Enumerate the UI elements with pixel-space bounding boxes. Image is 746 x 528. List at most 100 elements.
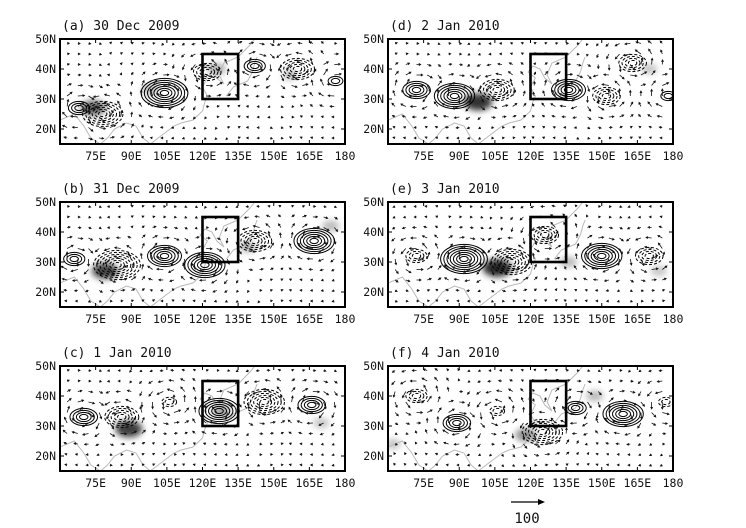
wind-vector — [67, 205, 71, 208]
contour-solid — [605, 402, 641, 426]
contour-solid — [330, 77, 341, 85]
wind-vector — [584, 299, 588, 303]
wind-vector — [152, 299, 156, 302]
wind-vector — [598, 126, 602, 130]
wind-vector — [88, 248, 94, 254]
wind-vector — [299, 115, 303, 118]
target-region-box — [201, 52, 240, 101]
wind-vector — [608, 379, 612, 383]
wind-vector — [490, 412, 495, 421]
wind-vector — [640, 258, 645, 267]
wind-vector — [459, 245, 467, 249]
wind-vector — [109, 279, 117, 283]
wind-vector — [323, 401, 327, 410]
wind-vector — [615, 279, 620, 283]
contour-dashed — [533, 227, 556, 243]
contour-dashed — [250, 237, 260, 245]
wind-vector — [213, 463, 217, 467]
wind-vector — [201, 42, 207, 45]
wind-vector — [247, 402, 251, 410]
wind-vector — [576, 451, 579, 455]
wind-vector — [594, 289, 599, 292]
wind-vector — [191, 42, 196, 46]
wind-vector — [495, 72, 503, 76]
wind-vector — [489, 216, 493, 220]
x-tick-label: 75E — [85, 149, 106, 163]
wind-vector — [544, 247, 552, 250]
wind-vector — [480, 106, 486, 111]
contour-dashed — [598, 90, 615, 102]
wind-vector — [192, 430, 196, 434]
wind-vector — [130, 225, 134, 229]
wind-vector — [444, 264, 449, 270]
wind-vector — [635, 41, 642, 44]
wind-vector — [209, 420, 217, 424]
wind-vector — [67, 215, 71, 219]
wind-vector — [476, 64, 481, 67]
contour-dashed — [506, 258, 517, 266]
wind-vector — [317, 258, 324, 262]
wind-vector — [237, 104, 241, 108]
wind-vector — [277, 368, 282, 372]
wind-vector — [394, 42, 398, 45]
wind-vector — [270, 442, 274, 446]
wind-vector — [205, 74, 214, 78]
wind-vector — [276, 386, 282, 392]
wind-vector — [500, 227, 504, 231]
x-tick-label: 90E — [121, 476, 142, 490]
wind-vector — [130, 215, 134, 218]
wind-vector — [318, 412, 324, 419]
wind-vector — [291, 115, 295, 119]
wind-vector — [141, 135, 144, 139]
wind-vector — [608, 115, 615, 119]
wind-vector — [94, 433, 100, 438]
wind-vector — [77, 215, 81, 219]
wind-vector — [533, 368, 537, 372]
wind-vector — [256, 126, 260, 129]
wind-vector — [662, 72, 669, 76]
wind-vector — [630, 113, 634, 118]
wind-vector — [459, 63, 464, 67]
wind-vector — [619, 125, 623, 129]
target-region-box — [529, 379, 568, 428]
wind-vector — [73, 289, 78, 293]
wind-vector — [484, 401, 492, 406]
wind-vector — [476, 279, 481, 283]
wind-vector — [421, 106, 428, 110]
contour-solid — [551, 78, 586, 102]
wind-vector — [173, 205, 178, 208]
wind-vector — [657, 235, 663, 239]
contour-dashed — [482, 80, 512, 100]
wind-vector — [163, 73, 170, 77]
wind-vector — [410, 236, 417, 240]
wind-vector — [501, 442, 506, 446]
contour-solid — [309, 237, 319, 245]
wind-vector — [270, 278, 274, 282]
wind-vector — [424, 125, 428, 129]
wind-vector — [173, 421, 180, 424]
contour-solid — [297, 395, 327, 415]
wind-vector — [650, 402, 654, 410]
wind-vector — [662, 442, 666, 446]
wind-vector — [477, 369, 481, 372]
contour-dashed — [289, 63, 306, 75]
wind-vector — [544, 299, 548, 302]
wind-vector — [457, 251, 461, 259]
wind-vector — [416, 257, 425, 261]
wind-vector — [486, 63, 492, 67]
wind-vector — [308, 268, 313, 271]
y-tick-label: 40N — [35, 62, 56, 76]
x-tick-label: 165E — [296, 476, 324, 490]
wind-vector — [152, 235, 158, 239]
wind-vector — [88, 379, 92, 383]
panel-title: (b) 31 Dec 2009 — [62, 182, 179, 197]
wind-vector — [288, 299, 292, 303]
wind-vector — [638, 453, 642, 456]
wind-vector — [193, 396, 197, 402]
wind-vector — [520, 205, 524, 209]
wind-vector — [534, 463, 538, 467]
wind-vector — [81, 422, 89, 428]
wind-vector — [478, 126, 482, 130]
wind-vector — [109, 110, 114, 118]
wind-vector — [576, 74, 584, 78]
